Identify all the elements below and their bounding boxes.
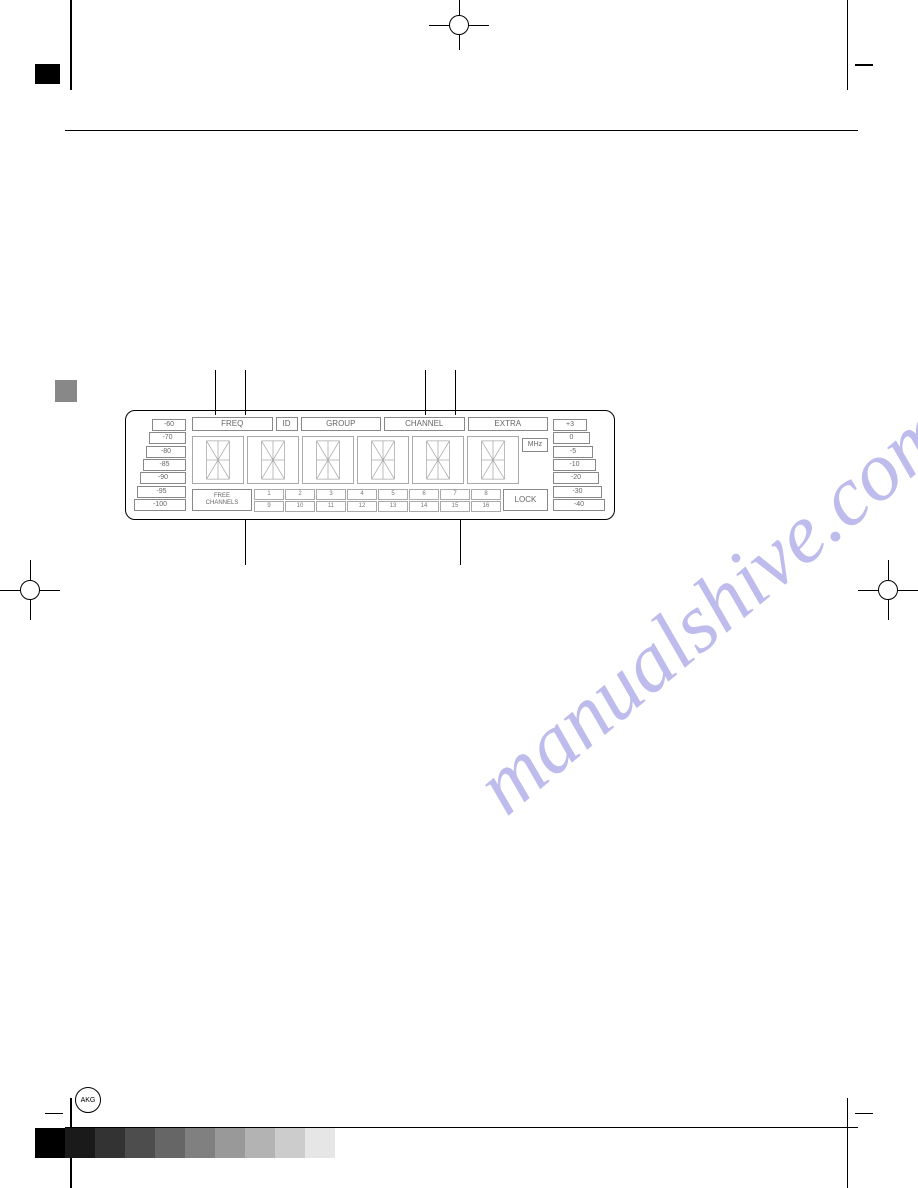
gs-swatch xyxy=(95,1128,125,1158)
mhz-label: MHz xyxy=(522,438,548,452)
channels-label: CHANNELS xyxy=(193,500,251,507)
scale-segment: -40 xyxy=(553,499,605,511)
scale-segment: -80 xyxy=(146,446,186,458)
ch-cell: 4 xyxy=(347,489,377,500)
gs-swatch xyxy=(65,1128,95,1158)
audio-level-scale: +3 0 -5 -10 -20 -30 -40 xyxy=(553,419,608,511)
lcd-digit-row: MHz xyxy=(192,434,548,486)
section-marker xyxy=(55,380,77,402)
scale-segment: -70 xyxy=(149,432,186,444)
scale-segment: +3 xyxy=(553,419,587,431)
crop-mark-right xyxy=(858,560,918,620)
ch-cell: 15 xyxy=(440,501,470,512)
callout-line xyxy=(245,520,246,565)
callout-line xyxy=(425,370,426,415)
page-content: -60 -70 -80 -85 -90 -95 -100 +3 0 -5 -10… xyxy=(65,60,858,1128)
callout-line xyxy=(245,370,246,415)
lock-label: LOCK xyxy=(503,489,548,511)
ch-cell: 3 xyxy=(316,489,346,500)
gs-swatch xyxy=(125,1128,155,1158)
digit-segment xyxy=(412,436,464,484)
scale-segment: -95 xyxy=(137,486,186,498)
callout-line xyxy=(455,370,456,415)
digit-segment xyxy=(467,436,519,484)
scale-segment: -30 xyxy=(553,486,602,498)
ch-cell: 14 xyxy=(409,501,439,512)
trim-mark xyxy=(45,1113,63,1115)
channel-label: CHANNEL xyxy=(384,417,465,431)
freq-label: FREQ xyxy=(192,417,273,431)
ch-cell: 6 xyxy=(409,489,439,500)
scale-segment: 0 xyxy=(553,432,590,444)
callout-line xyxy=(460,520,461,565)
gs-swatch xyxy=(275,1128,305,1158)
gs-swatch xyxy=(35,1128,65,1158)
ch-cell: 7 xyxy=(440,489,470,500)
grayscale-calibration-bar xyxy=(35,1128,335,1158)
ch-cell: 13 xyxy=(378,501,408,512)
lcd-bottom-row: FREE CHANNELS 1 2 3 4 5 6 7 8 9 10 11 12… xyxy=(192,489,548,511)
gs-swatch xyxy=(155,1128,185,1158)
ch-cell: 12 xyxy=(347,501,377,512)
scale-segment: -20 xyxy=(553,472,599,484)
free-channels-label: FREE CHANNELS xyxy=(192,489,252,511)
digit-segment xyxy=(302,436,354,484)
scale-segment: -85 xyxy=(143,459,186,471)
trim-mark xyxy=(35,64,60,84)
scale-segment: -100 xyxy=(134,499,186,511)
ch-cell: 10 xyxy=(285,501,315,512)
ch-cell: 11 xyxy=(316,501,346,512)
crop-mark-top xyxy=(429,0,489,50)
ch-cell: 5 xyxy=(378,489,408,500)
lcd-mode-labels: FREQ ID GROUP CHANNEL EXTRA xyxy=(192,417,548,431)
digit-segment xyxy=(357,436,409,484)
digit-segment xyxy=(247,436,299,484)
ch-cell: 1 xyxy=(254,489,284,500)
gs-swatch xyxy=(305,1128,335,1158)
free-label: FREE xyxy=(193,493,251,500)
extra-label: EXTRA xyxy=(468,417,549,431)
group-label: GROUP xyxy=(301,417,382,431)
scale-segment: -60 xyxy=(152,419,186,431)
scale-segment: -5 xyxy=(553,446,593,458)
header-rule xyxy=(65,130,858,131)
scale-segment: -90 xyxy=(140,472,186,484)
ch-cell: 8 xyxy=(471,489,501,500)
digit-segment xyxy=(192,436,244,484)
scale-segment: -10 xyxy=(553,459,596,471)
gs-swatch xyxy=(215,1128,245,1158)
ch-cell: 9 xyxy=(254,501,284,512)
lcd-center: FREQ ID GROUP CHANNEL EXTRA MHz FREE CHA… xyxy=(192,417,548,513)
id-label: ID xyxy=(276,417,298,431)
gs-swatch xyxy=(245,1128,275,1158)
crop-mark-left xyxy=(0,560,60,620)
ch-cell: 16 xyxy=(471,501,501,512)
callout-line xyxy=(215,370,216,415)
gs-swatch xyxy=(185,1128,215,1158)
channel-grid: 1 2 3 4 5 6 7 8 9 10 11 12 13 14 15 16 xyxy=(254,489,501,511)
brand-logo: AKG xyxy=(75,1087,101,1113)
rf-level-scale: -60 -70 -80 -85 -90 -95 -100 xyxy=(132,419,187,511)
ch-cell: 2 xyxy=(285,489,315,500)
lcd-display-diagram: -60 -70 -80 -85 -90 -95 -100 +3 0 -5 -10… xyxy=(125,410,615,520)
